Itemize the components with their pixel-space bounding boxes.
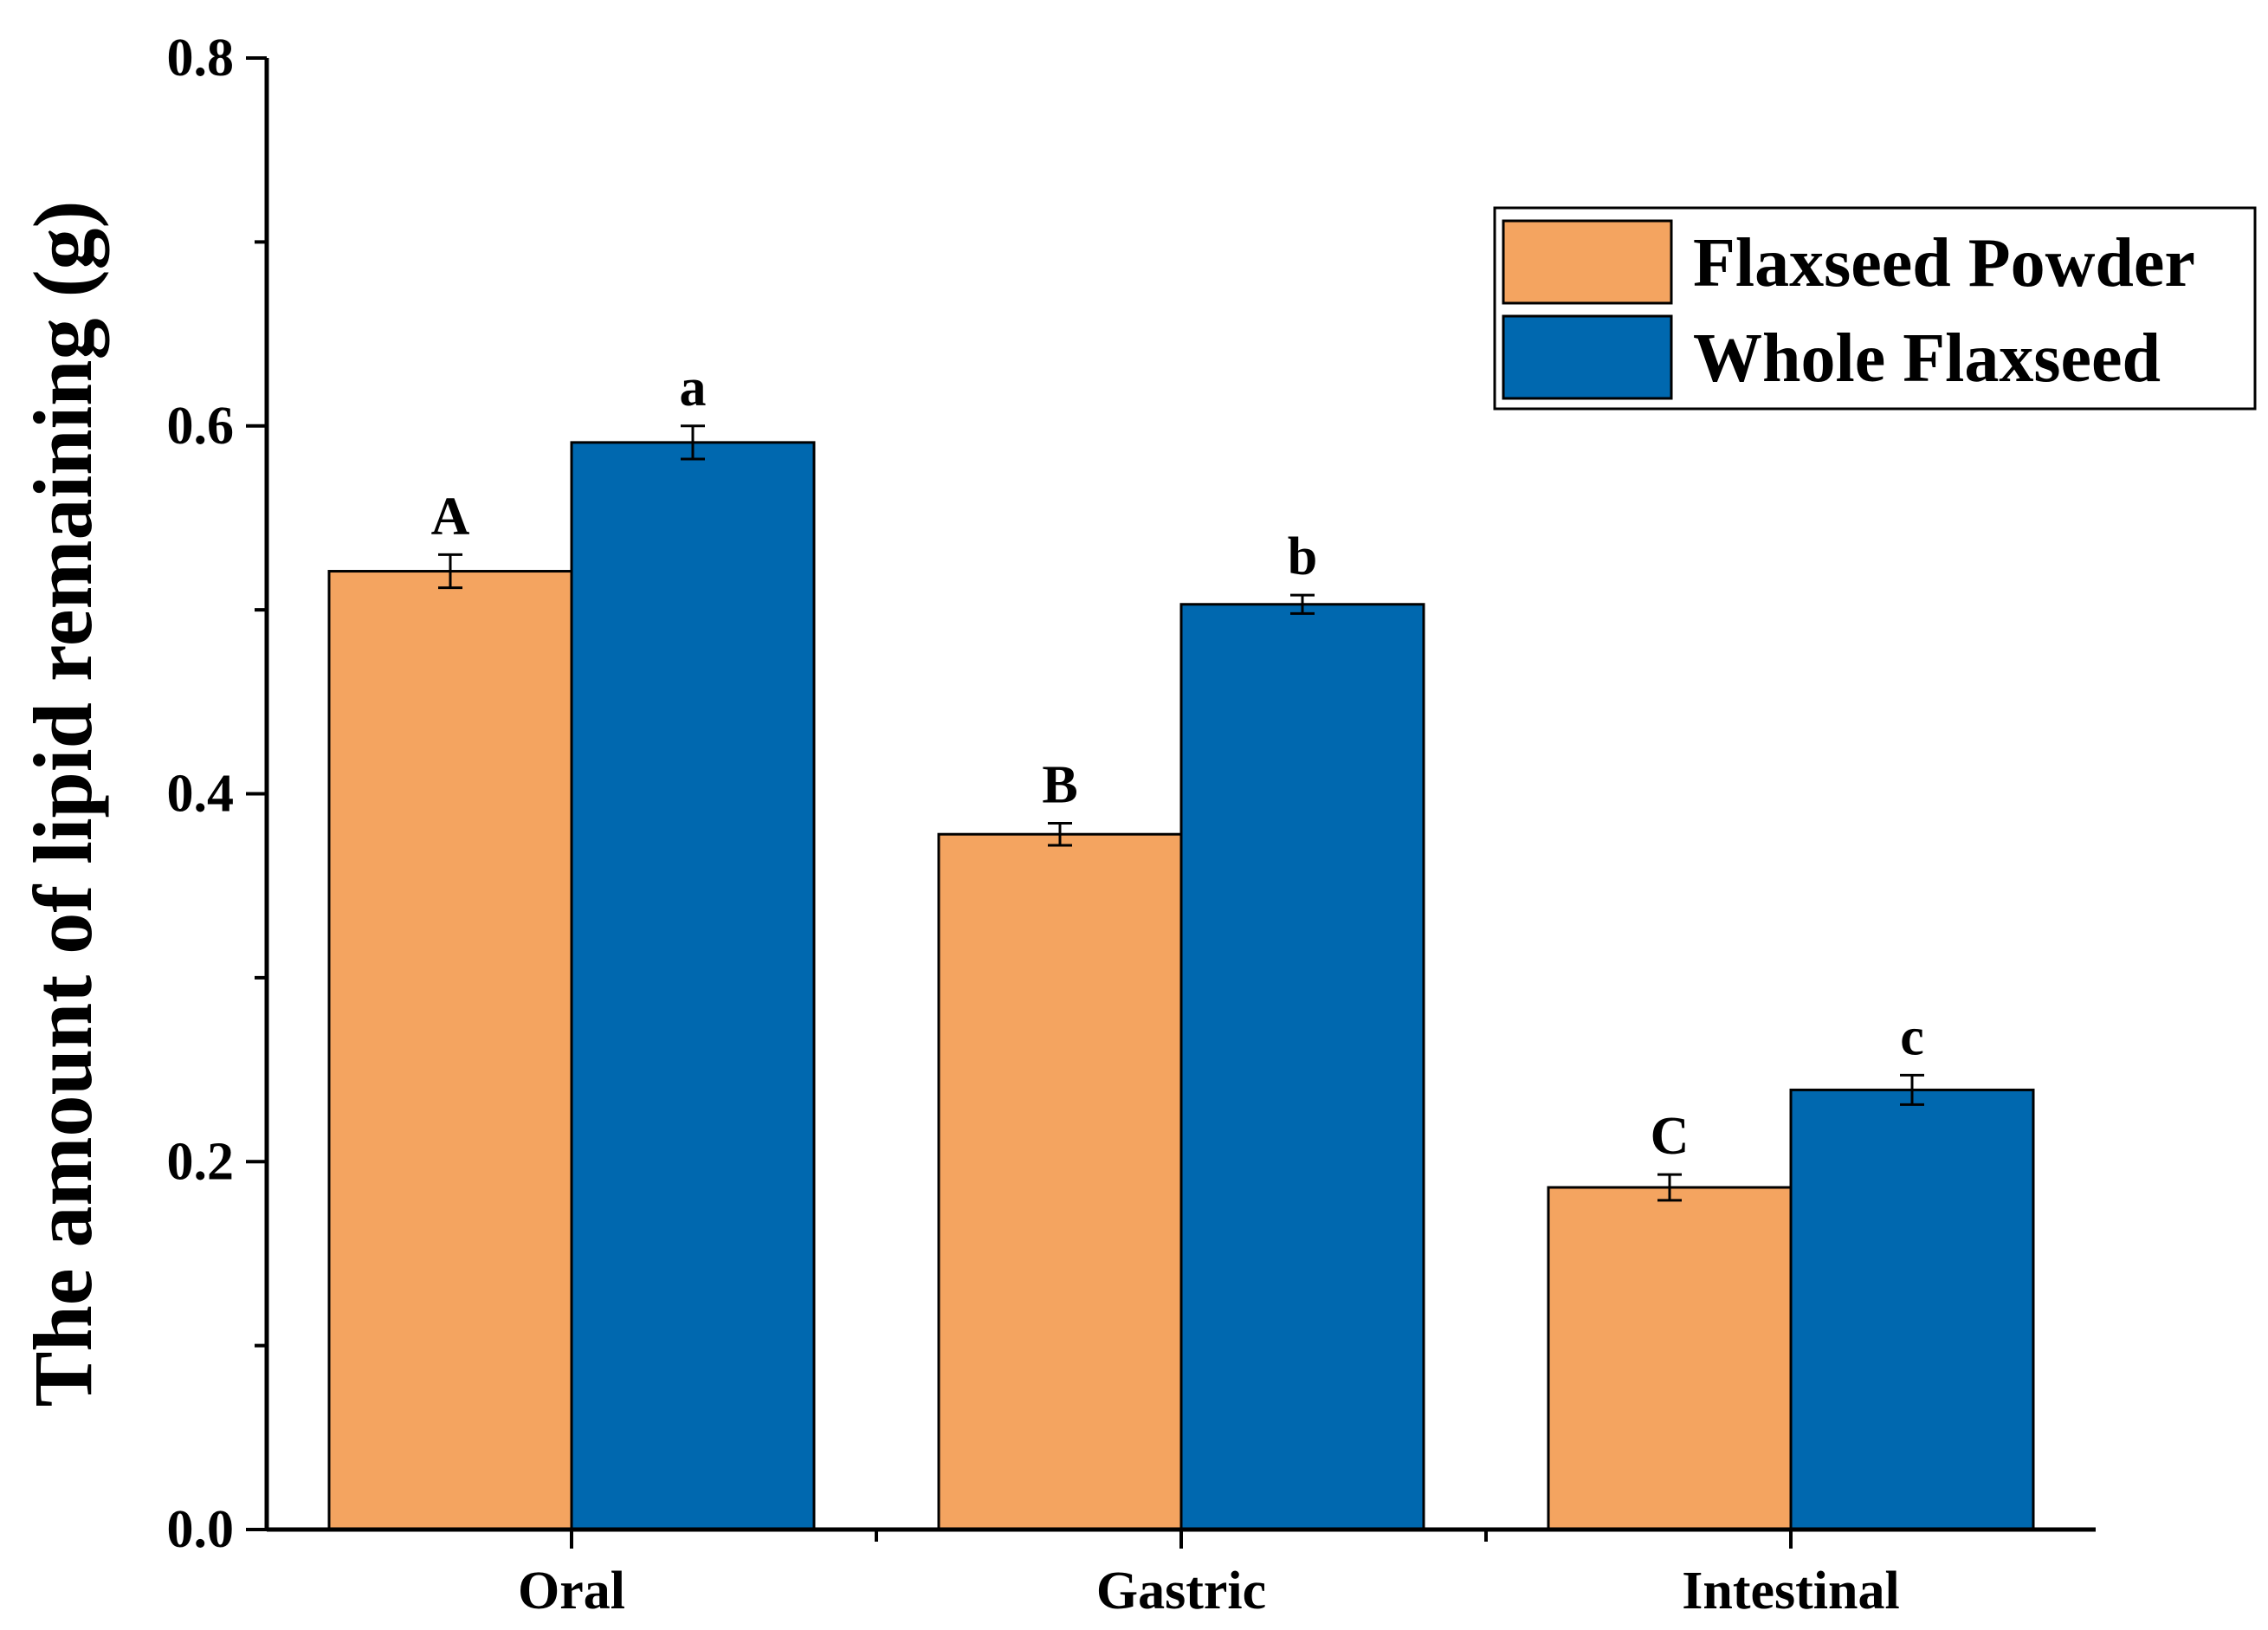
- error-bar-whole-flaxseed-oral: [681, 424, 705, 461]
- error-bar-whole-flaxseed-gastric: [1290, 593, 1315, 615]
- significance-letter: a: [680, 359, 707, 417]
- y-tick-label: 0.6: [167, 397, 235, 456]
- legend: Flaxseed Powder Whole Flaxseed: [1493, 206, 2257, 411]
- legend-label-flaxseed-powder: Flaxseed Powder: [1693, 225, 2195, 301]
- y-axis-title: The amount of lipid remaining (g): [16, 200, 109, 1407]
- category-label-oral: Oral: [518, 1562, 625, 1620]
- category-label-intestinal: Intestinal: [1682, 1562, 1899, 1620]
- y-tick-label: 0.8: [167, 29, 235, 87]
- y-tick-label: 0.0: [167, 1500, 235, 1559]
- bar-whole-flaxseed-intestinal: [1789, 1088, 2035, 1531]
- bar-flaxseed-powder-gastric: [937, 832, 1183, 1531]
- legend-swatch-whole-flaxseed: [1502, 314, 1673, 400]
- bar-flaxseed-powder-intestinal: [1547, 1186, 1793, 1531]
- ticks-layer: 0.0 0.2 0.4 0.6 0.8 Oral Gastric Intestinal: [167, 29, 1900, 1620]
- y-tick-label: 0.2: [167, 1132, 235, 1191]
- legend-swatch-flaxseed-powder: [1502, 219, 1673, 305]
- error-bar-flaxseed-powder-intestinal: [1657, 1173, 1682, 1202]
- error-bar-flaxseed-powder-gastric: [1048, 821, 1072, 847]
- legend-label-whole-flaxseed: Whole Flaxseed: [1693, 320, 2161, 397]
- significance-letter: c: [1900, 1007, 1924, 1066]
- bar-whole-flaxseed-gastric: [1179, 603, 1425, 1531]
- y-tick-label: 0.4: [167, 765, 235, 824]
- significance-letter: A: [431, 487, 470, 546]
- bar-whole-flaxseed-oral: [570, 441, 816, 1531]
- significance-letter: B: [1042, 755, 1077, 814]
- error-bar-flaxseed-powder-oral: [438, 553, 462, 590]
- significance-letter: C: [1651, 1107, 1690, 1166]
- bars-layer: Aa Bb Cc: [327, 359, 2035, 1531]
- error-bar-whole-flaxseed-intestinal: [1900, 1073, 1924, 1106]
- category-label-gastric: Gastric: [1096, 1562, 1266, 1620]
- bar-flaxseed-powder-oral: [327, 570, 573, 1531]
- significance-letter: b: [1288, 527, 1317, 586]
